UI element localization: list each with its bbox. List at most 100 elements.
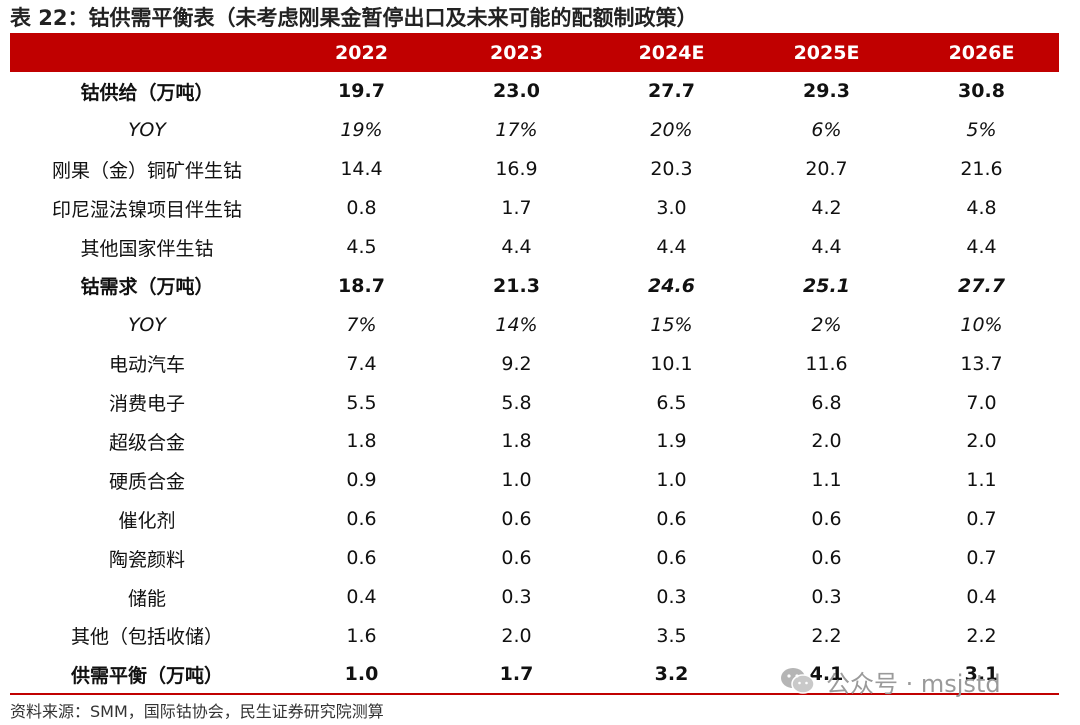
cell-value: 1.8 [501,430,532,453]
table-row: 硬质合金 0.9 1.0 1.0 1.1 1.1 [10,461,1059,500]
cell-value: 15% [650,313,693,336]
source-note: 资料来源：SMM，国际钴协会，民生证券研究院测算 [10,702,384,721]
table-row: 其他（包括收储） 1.6 2.0 3.5 2.2 2.2 [10,616,1059,655]
row-label: YOY [128,313,166,336]
cell-value: 7.4 [346,352,377,375]
cell-value: 0.4 [346,586,377,609]
cell-value: 7.0 [966,391,997,414]
cell-value: 20% [650,119,693,142]
header-cell-2023: 2023 [490,41,543,64]
cell-value: 0.6 [656,508,687,531]
cell-value: 6% [811,119,842,142]
cell-value: 3.5 [656,624,687,647]
cell-value: 11.6 [805,352,848,375]
table-row: 刚果（金）铜矿伴生钴 14.4 16.9 20.3 20.7 21.6 [10,150,1059,189]
wechat-icon [778,665,818,697]
row-label: 硬质合金 [108,470,185,493]
cell-value: 0.3 [501,586,532,609]
cell-value: 1.9 [656,430,687,453]
cell-value: 16.9 [495,158,538,181]
cell-value: 6.8 [811,391,842,414]
row-label: 其他国家伴生钴 [80,237,214,260]
cell-value: 21.6 [960,158,1003,181]
table-row: 电动汽车 7.4 9.2 10.1 11.6 13.7 [10,344,1059,383]
row-label: YOY [128,119,166,142]
row-label: 超级合金 [108,431,185,454]
table-title: 表 22：钴供需平衡表（未考虑刚果金暂停出口及未来可能的配额制政策） [10,6,698,30]
table-row: 陶瓷颜料 0.6 0.6 0.6 0.6 0.7 [10,539,1059,578]
cell-value: 1.7 [499,663,534,686]
cell-value: 14% [495,313,538,336]
cell-value: 14.4 [340,158,383,181]
cell-value: 2% [811,313,842,336]
cell-value: 6.5 [656,391,687,414]
table-row-demand-total: 钴需求（万吨） 18.7 21.3 24.6 25.1 27.7 [10,266,1059,305]
cell-value: 7% [346,313,377,336]
cell-value: 4.5 [346,236,377,258]
cell-value: 5% [966,119,997,142]
cell-value: 1.8 [346,430,377,453]
cell-value: 3.1 [964,663,999,686]
cell-value: 2.2 [811,624,842,647]
cell-value: 19% [340,119,383,142]
cell-value: 0.6 [346,547,377,570]
table-header-row: 2022 2023 2024E 2025E 2026E [10,33,1059,72]
cell-value: 1.7 [501,197,532,220]
header-cell-2026e: 2026E [948,41,1015,64]
cell-value: 10% [960,313,1003,336]
cell-value: 2.0 [966,430,997,453]
table-row-demand-yoy: YOY 7% 14% 15% 2% 10% [10,305,1059,344]
supply-demand-table: 2022 2023 2024E 2025E 2026E 钴供给（万吨） 19.7… [10,33,1059,695]
row-label: 催化剂 [118,509,176,532]
cell-value: 0.3 [656,586,687,609]
row-label: 电动汽车 [108,354,185,377]
row-label: 钴供给（万吨） [80,81,214,104]
cell-value: 0.6 [501,547,532,570]
row-label: 消费电子 [108,393,185,416]
cell-value: 2.0 [501,624,532,647]
watermark: 公众号 · msjstd [778,665,1001,698]
table-row: 印尼湿法镍项目伴生钴 0.8 1.7 3.0 4.2 4.8 [10,189,1059,228]
cell-value: 9.2 [501,352,532,375]
cell-value: 4.8 [966,197,997,220]
cell-value: 5.8 [501,391,532,414]
row-label: 储能 [127,587,166,610]
cell-value: 4.4 [501,236,532,258]
cell-value: 23.0 [493,80,540,103]
cell-value: 5.5 [346,391,377,414]
table-row: 催化剂 0.6 0.6 0.6 0.6 0.7 [10,500,1059,539]
row-label: 刚果（金）铜矿伴生钴 [51,159,242,182]
cell-value: 1.0 [501,469,532,492]
row-label: 印尼湿法镍项目伴生钴 [51,198,242,221]
cell-value: 10.1 [650,352,693,375]
cell-value: 30.8 [958,80,1005,103]
header-cell-2025e: 2025E [793,41,860,64]
table-row: 消费电子 5.5 5.8 6.5 6.8 7.0 [10,383,1059,422]
cell-value: 0.4 [966,586,997,609]
cell-value: 4.4 [656,236,687,258]
watermark-text: 公众号 · msjstd [826,669,1001,698]
cell-value: 13.7 [960,352,1003,375]
cell-value: 1.0 [344,663,379,686]
cell-value: 20.3 [650,158,693,181]
cell-value: 20.7 [805,158,848,181]
cell-value: 0.6 [811,547,842,570]
table-row: 其他国家伴生钴 4.5 4.4 4.4 4.4 4.4 [10,228,1059,267]
table-row-supply-total: 钴供给（万吨） 19.7 23.0 27.7 29.3 30.8 [10,72,1059,111]
table-row: 超级合金 1.8 1.8 1.9 2.0 2.0 [10,422,1059,461]
cell-value: 18.7 [338,274,385,297]
cell-value: 1.0 [656,469,687,492]
cell-value: 2.2 [966,624,997,647]
row-label: 陶瓷颜料 [108,548,185,571]
cell-value: 3.2 [654,663,689,686]
cell-value: 0.8 [346,197,377,220]
table-row-balance: 供需平衡（万吨） 1.0 1.7 3.2 4.1 3.1 [10,655,1059,695]
cell-value: 0.6 [811,508,842,531]
cell-value: 4.1 [809,663,844,686]
cell-value: 0.3 [811,586,842,609]
cell-value: 4.4 [966,236,997,258]
cell-value: 4.4 [811,236,842,258]
cell-value: 27.7 [648,80,695,103]
cell-value: 2.0 [811,430,842,453]
row-label: 钴需求（万吨） [80,276,214,299]
